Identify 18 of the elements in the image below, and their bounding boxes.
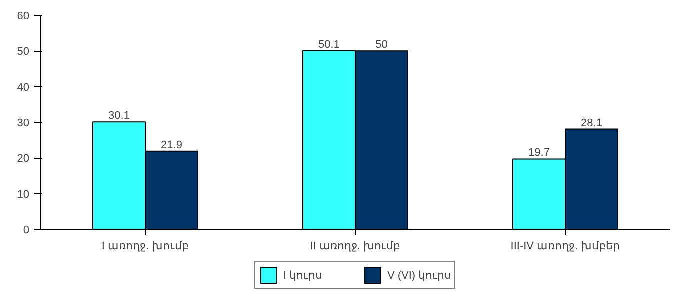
data-label: 21.9 (161, 139, 182, 152)
data-label: 50 (376, 39, 388, 52)
legend-label: I կուրս (283, 268, 322, 282)
y-tick-label: 40 (17, 82, 30, 94)
y-tick-label: 10 (17, 188, 30, 201)
data-label: 19.7 (528, 147, 550, 160)
y-tick-label: 60 (17, 10, 30, 22)
y-tick-label: 50 (17, 46, 30, 58)
y-tick-label: 20 (17, 153, 30, 166)
x-tick-label: II առողջ. խումբ (310, 240, 401, 252)
x-tick-label: III-IV առողջ. խմբեր (510, 240, 620, 252)
data-label: 30.1 (108, 110, 130, 122)
y-tick-label: 0 (23, 224, 30, 236)
data-label: 28.1 (581, 117, 602, 130)
y-tick-label: 30 (17, 118, 30, 130)
x-tick-label: I առողջ. խումբ (102, 240, 190, 252)
legend-label: V (VI) կուրս (387, 268, 452, 282)
data-label: 50.1 (318, 38, 340, 51)
